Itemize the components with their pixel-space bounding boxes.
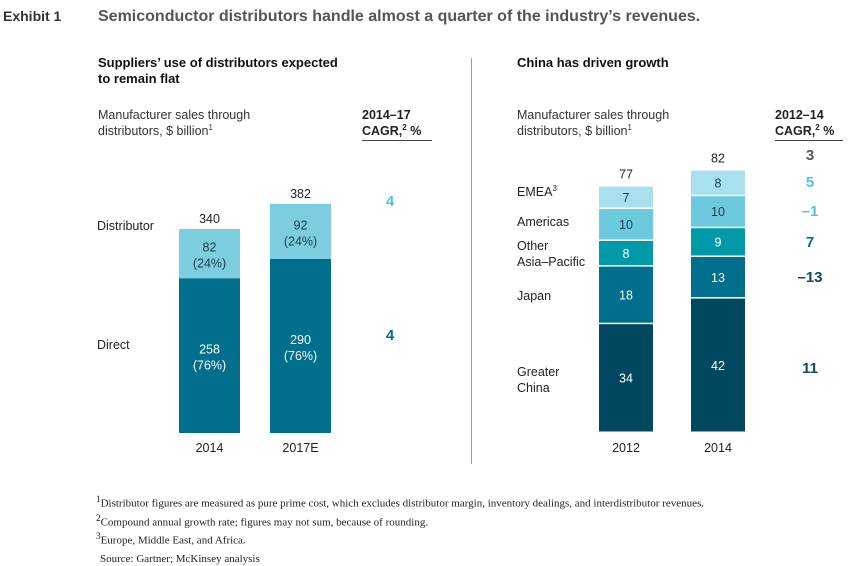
category-emea: EMEA3 [517, 184, 557, 200]
right-cagr-header: 2012–14 CAGR,2 % [775, 107, 843, 141]
total-2014: 340 [199, 212, 220, 226]
left-axis-line-1: Manufacturer sales through [98, 108, 251, 122]
right-cagr-unit: % [819, 124, 835, 138]
chart-headline: Semiconductor distributors handle almost… [98, 8, 701, 25]
bar-japan-2014 [691, 257, 745, 298]
left-cagr-footnote-ref: 2 [402, 122, 407, 132]
right-panel-title: China has driven growth [517, 55, 669, 70]
footnote-1-text: Distributor figures are measured as pure… [100, 497, 704, 510]
left-cagr-period: 2014–17 [362, 108, 411, 122]
category-emea-footnote-ref: 3 [552, 183, 557, 193]
bar-americas-2012 [599, 209, 653, 240]
label-distributor-2014: 82 [203, 241, 217, 255]
total-2012-regional: 77 [619, 168, 633, 182]
label-americas-2012: 10 [619, 218, 633, 232]
left-cagr-unit: % [406, 124, 422, 138]
label-americas-2014: 10 [711, 205, 725, 219]
cagr-americas-value: –1 [801, 203, 819, 220]
footnote-3-text: Europe, Middle East, and Africa. [100, 534, 246, 547]
left-title-line-1: Suppliers’ use of distributors expected [98, 55, 338, 70]
bar-emea-2014 [691, 170, 745, 195]
left-panel-title: Suppliers’ use of distributors expected … [98, 55, 338, 87]
cagr-china-value: 11 [802, 360, 818, 377]
bar-greater-china-2014 [691, 298, 745, 432]
footnote-3-marker: 3 [96, 531, 101, 542]
footnotes: 1Distributor figures are measured as pur… [96, 492, 704, 566]
footnote-3: 3Europe, Middle East, and Africa. [96, 529, 704, 548]
right-cagr-label: CAGR, [775, 124, 816, 138]
footnote-1: 1Distributor figures are measured as pur… [96, 492, 704, 511]
left-axis-label: Manufacturer sales through distributors,… [98, 107, 250, 139]
label-emea-2012: 7 [623, 191, 630, 205]
label-emea-2014: 8 [715, 176, 722, 190]
bar-greater-china-2012 [599, 324, 653, 432]
right-cagr-period: 2012–14 [775, 108, 824, 122]
panel-divider [471, 58, 472, 464]
left-cagr-header: 2014–17 CAGR,2 % [362, 107, 432, 141]
label-other-asia-pacific-2014: 9 [715, 236, 722, 250]
x-tick-2012-regional: 2012 [612, 441, 640, 455]
label-other-asia-pacific-2012: 8 [623, 247, 630, 261]
footnote-2: 2Compound annual growth rate; figures ma… [96, 511, 704, 530]
cagr-japan-value: –13 [797, 269, 823, 286]
cagr-direct-value: 4 [385, 327, 395, 344]
left-cagr-label: CAGR, [362, 124, 403, 138]
footnote-2-marker: 2 [96, 512, 101, 523]
category-japan: Japan [517, 289, 552, 303]
bar-emea-2012 [599, 186, 653, 208]
left-axis-line-2: distributors, $ billion [98, 124, 209, 138]
category-other-line-1: Other [517, 239, 549, 253]
right-axis-line-1: Manufacturer sales through [517, 108, 670, 122]
bar-japan-2012 [599, 266, 653, 323]
label-greater-china-2012: 34 [619, 372, 633, 386]
category-emea-label: EMEA [517, 185, 553, 199]
bar-direct-2014 [179, 278, 240, 433]
label-japan-2014: 13 [711, 271, 725, 285]
exhibit-label: Exhibit 1 [3, 8, 62, 24]
category-other-line-2: Asia–Pacific [517, 255, 586, 269]
x-tick-2017e: 2017E [282, 441, 318, 455]
bar-other-asia-pacific-2012 [599, 241, 653, 266]
x-tick-2014: 2014 [196, 441, 224, 455]
share-direct-2017e: (76%) [284, 349, 317, 363]
total-2017e: 382 [290, 187, 311, 201]
right-axis-footnote-ref: 1 [627, 122, 632, 132]
category-china-line-1: Greater [517, 365, 560, 379]
left-axis-footnote-ref: 1 [208, 122, 213, 132]
share-distributor-2017e: (24%) [284, 234, 317, 248]
bar-other-asia-pacific-2014 [691, 228, 745, 256]
category-other-asia-pacific: Other Asia–Pacific [517, 238, 585, 270]
cagr-total-value: 3 [805, 147, 815, 164]
source-line: Source: Gartner; McKinsey analysis [100, 552, 260, 565]
cagr-distributor-value: 4 [385, 193, 395, 210]
footnote-1-marker: 1 [96, 494, 101, 504]
label-direct-2014: 258 [199, 343, 220, 357]
left-title-line-2: to remain flat [98, 71, 180, 86]
share-direct-2014: (76%) [193, 359, 226, 373]
x-tick-2014-regional: 2014 [704, 441, 732, 455]
label-distributor-2017e: 92 [294, 218, 308, 232]
cagr-other-value: 7 [805, 234, 815, 251]
label-greater-china-2014: 42 [711, 359, 725, 373]
bar-direct-2017e [270, 259, 331, 433]
category-direct: Direct [97, 338, 130, 352]
footnote-2-text: Compound annual growth rate; figures may… [100, 516, 429, 529]
label-japan-2012: 18 [619, 288, 633, 302]
right-axis-label: Manufacturer sales through distributors,… [517, 107, 669, 139]
stacked-bar-charts: 258(76%)82(24%)3402014290(76%)92(24%)382… [179, 152, 745, 455]
share-distributor-2014: (24%) [193, 257, 226, 271]
cagr-emea-value: 5 [805, 174, 815, 191]
bar-distributor-2017e [270, 203, 331, 259]
bar-distributor-2014 [179, 229, 240, 279]
total-2014-regional: 82 [711, 152, 725, 166]
category-americas: Americas [517, 215, 570, 229]
category-china-line-2: China [517, 381, 550, 395]
label-direct-2017e: 290 [290, 333, 311, 347]
bar-americas-2014 [691, 196, 745, 227]
category-distributor: Distributor [97, 219, 154, 233]
category-greater-china: Greater China [517, 364, 559, 396]
right-cagr-footnote-ref: 2 [815, 122, 820, 132]
right-axis-line-2: distributors, $ billion [517, 124, 628, 138]
